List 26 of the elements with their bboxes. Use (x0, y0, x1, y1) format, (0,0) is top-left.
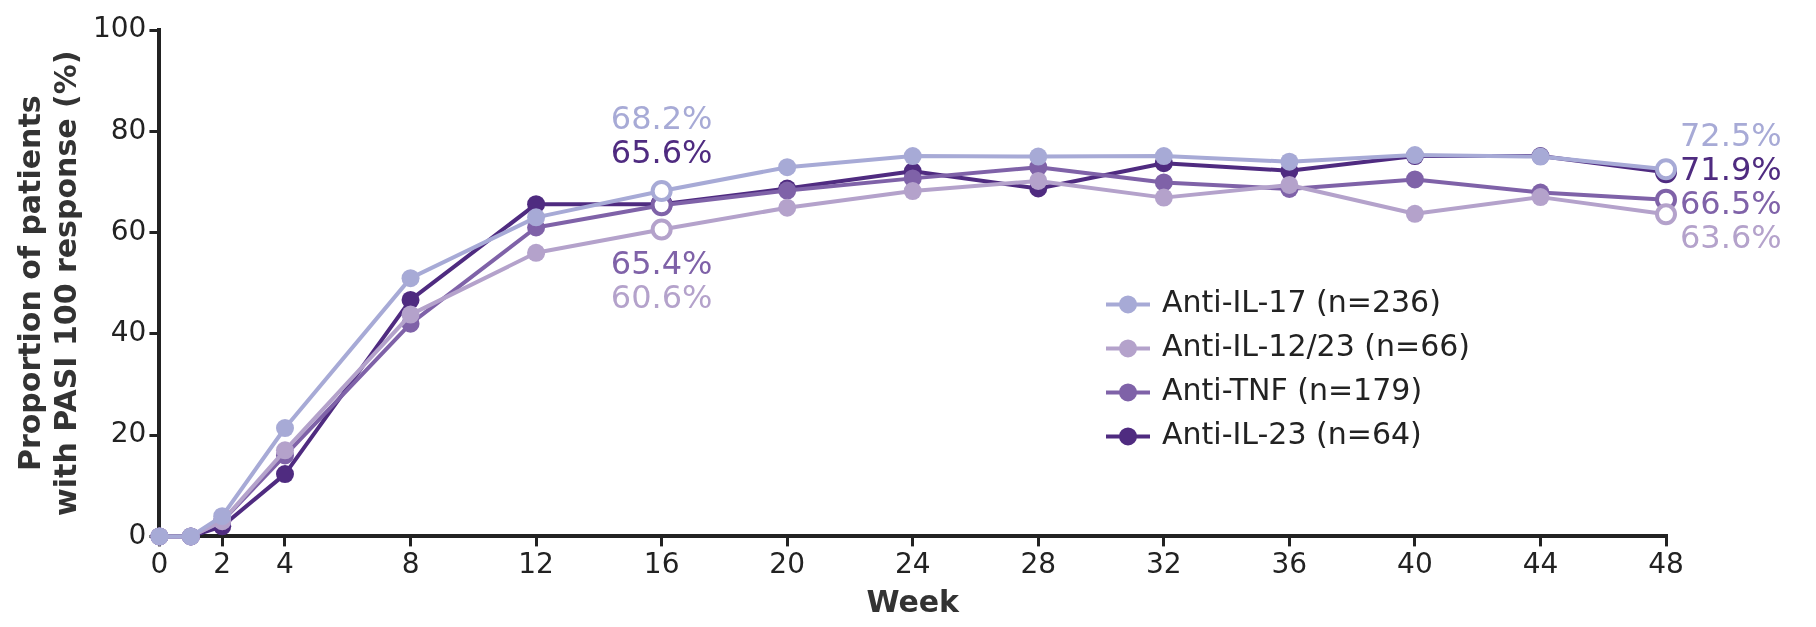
legend-label: Anti-IL-12/23 (n=66) (1162, 328, 1471, 364)
y-tick-label: 80 (110, 112, 147, 146)
x-tick-label: 40 (1397, 547, 1433, 581)
y-tick-label: 20 (110, 416, 147, 450)
x-tick-label: 8 (401, 547, 420, 581)
y-tick-label: 40 (110, 315, 147, 349)
y-tick-label: 100 (92, 11, 147, 45)
x-tick-label: 2 (213, 547, 232, 581)
x-tick-label: 28 (1020, 547, 1057, 581)
x-tick-label: 20 (769, 547, 805, 581)
x-axis-title: Week (866, 583, 961, 619)
x-tick-label: 12 (518, 547, 554, 581)
x-tick-label: 4 (276, 547, 294, 581)
x-tick-label: 32 (1145, 547, 1182, 581)
y-tick-label: 60 (110, 213, 147, 247)
legend-label: Anti-IL-23 (n=64) (1162, 416, 1422, 452)
x-tick-label: 36 (1271, 547, 1308, 581)
x-tick-label: 44 (1522, 547, 1559, 581)
legend-label: Anti-TNF (n=179) (1162, 372, 1423, 408)
x-tick-label: 48 (1648, 547, 1684, 581)
y-axis-title: Proportion of patients with PASI 100 response (%) (11, 50, 83, 516)
y-tick-label: 0 (128, 517, 147, 551)
x-tick-label: 24 (894, 547, 931, 581)
legend-label: Anti-IL-17 (n=236) (1162, 284, 1441, 320)
x-tick-label: 16 (643, 547, 680, 581)
x-tick-label: 0 (150, 547, 169, 581)
